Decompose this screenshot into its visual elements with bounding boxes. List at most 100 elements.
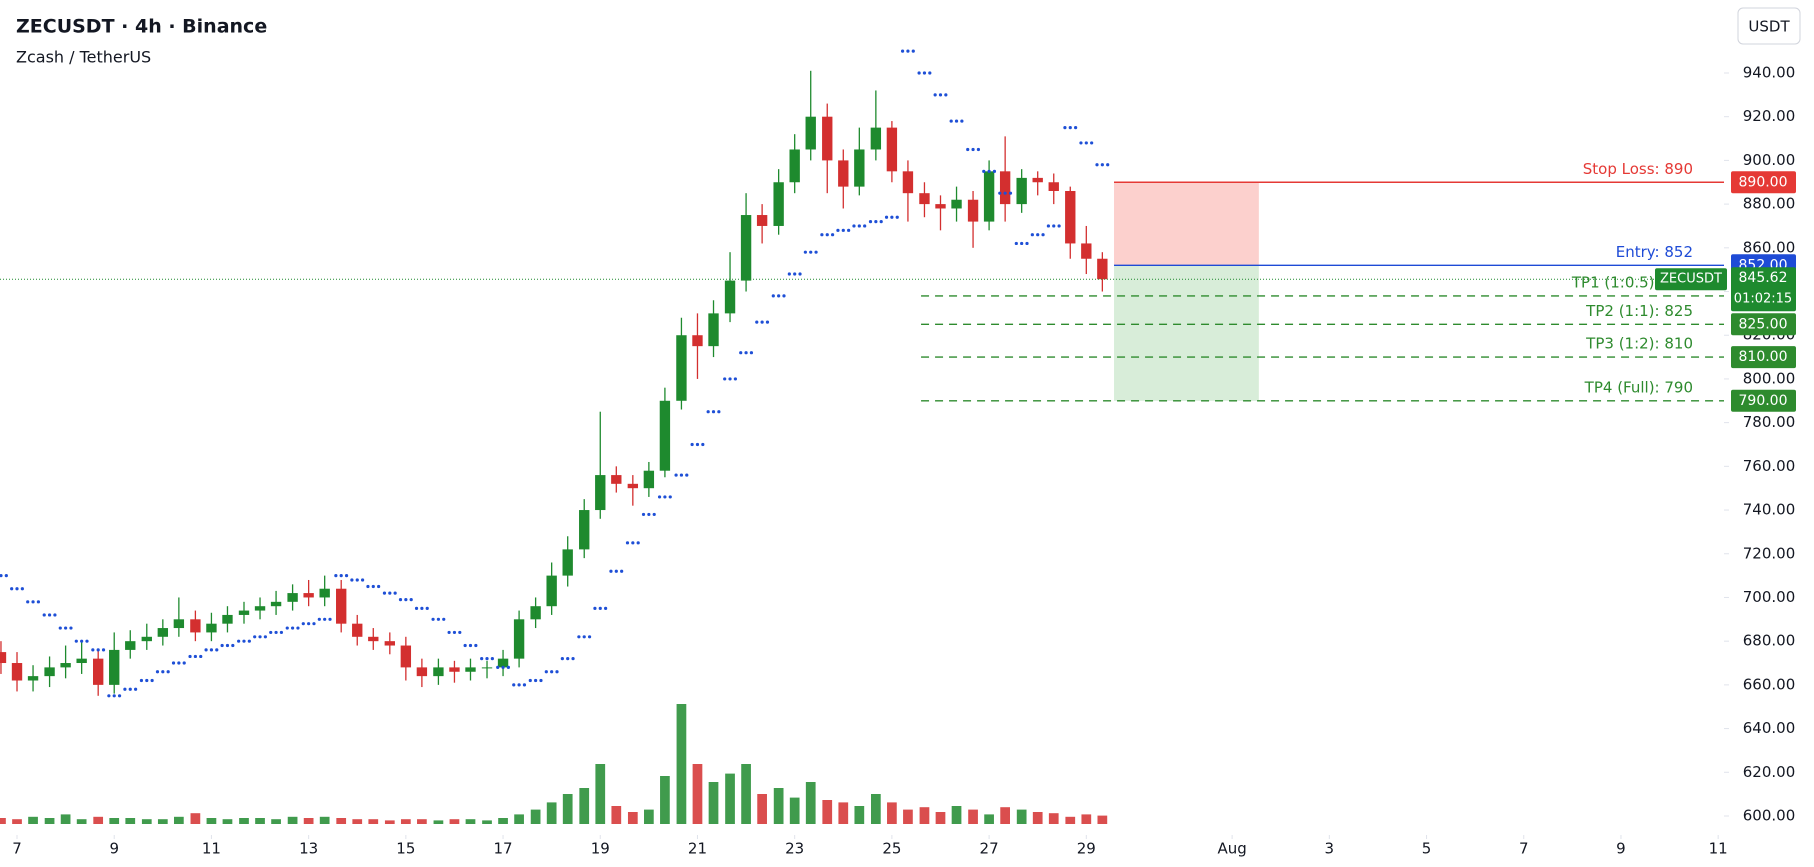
x-tick-label: 7 (12, 840, 22, 858)
sar-dot (620, 569, 624, 573)
sar-dot (771, 294, 775, 298)
sar-dot (739, 351, 743, 355)
volume-bar (1048, 813, 1059, 824)
sar-dot (723, 377, 727, 381)
sar-dot (852, 224, 856, 228)
candle-body (579, 510, 590, 550)
volume-bar (319, 816, 330, 824)
candle-body (190, 619, 201, 633)
volume-bar (157, 819, 168, 824)
volume-bar (660, 776, 670, 824)
currency-label[interactable]: USDT (1748, 18, 1790, 36)
sar-dot (841, 228, 845, 232)
y-tick-label: 940.00 (1743, 63, 1796, 81)
volume-bar (352, 819, 363, 824)
sar-dot (744, 351, 748, 355)
volume-bar (935, 812, 946, 824)
sar-dot (231, 643, 235, 648)
candle-body (854, 149, 865, 187)
sar-dot (480, 657, 484, 661)
x-tick-label: 13 (299, 840, 318, 858)
candle-body (433, 667, 444, 677)
sar-dot (539, 678, 543, 683)
sar-dot (339, 574, 343, 578)
sar-dot (182, 661, 186, 665)
sar-dot (344, 574, 349, 578)
price-tag (1731, 267, 1796, 312)
volume-bar (546, 802, 557, 824)
candle-body (643, 470, 655, 489)
sar-dot (1046, 224, 1050, 228)
sar-dot (145, 678, 149, 683)
sar-dot (836, 228, 840, 232)
sar-dot (528, 678, 532, 683)
sar-dot (1063, 126, 1067, 130)
sar-dot (793, 272, 797, 276)
sar-dot (177, 661, 181, 665)
sar-dot (64, 626, 68, 630)
candle-body (935, 204, 946, 209)
candle-body (692, 335, 703, 347)
symbol-tag (1655, 268, 1727, 291)
volume-bar (1097, 815, 1108, 824)
sar-dot (944, 93, 948, 97)
chart-title: ZECUSDT · 4h · Binance (16, 16, 267, 38)
target-zone (1114, 265, 1259, 401)
candle-body (1048, 182, 1059, 191)
sar-dot (733, 377, 737, 381)
volume-bar (222, 819, 233, 824)
symbol-tag-label: ZECUSDT (1660, 272, 1722, 287)
sar-dot (982, 169, 986, 173)
sar-dot (711, 410, 716, 414)
sar-dot (506, 665, 511, 669)
candle-body (999, 171, 1011, 205)
countdown-label: 01:02:15 (1734, 292, 1792, 307)
candle-body (11, 663, 23, 681)
x-tick-label: 19 (591, 840, 610, 858)
volume-bar (514, 814, 524, 824)
sar-dot (830, 233, 835, 237)
volume-bar (336, 818, 347, 824)
sar-dot (269, 630, 273, 635)
sar-dot (296, 626, 300, 630)
sar-dot (814, 250, 818, 254)
sar-dot (1090, 141, 1094, 145)
sar-dot (777, 294, 781, 298)
sar-dot (447, 630, 451, 635)
currency-button[interactable] (1737, 7, 1801, 45)
sar-dot (134, 687, 138, 691)
sar-dot (987, 169, 991, 173)
sar-dot (652, 512, 656, 517)
sar-dot (355, 578, 359, 582)
level-tag-label: 790.00 (1739, 393, 1788, 409)
sar-dot (1068, 126, 1072, 130)
volume-bar (482, 820, 492, 824)
sar-dot (188, 654, 192, 659)
sar-dot (555, 670, 559, 674)
volume-bar (287, 816, 298, 824)
sar-dot (334, 574, 338, 578)
level-tag (1731, 346, 1796, 369)
volume-bar (449, 819, 460, 824)
volume-bar (498, 818, 508, 824)
sar-dot (80, 639, 84, 643)
sar-dot (1025, 241, 1029, 246)
sar-dot (171, 661, 176, 665)
sar-dot (863, 224, 867, 228)
candle-body (109, 649, 120, 685)
y-tick-label: 620.00 (1743, 763, 1796, 781)
volume-bar (838, 802, 849, 824)
volume-bar (271, 819, 281, 824)
candle-body (1081, 243, 1092, 259)
sar-dot (895, 215, 899, 219)
candle-body (368, 636, 379, 642)
candle-body (303, 593, 314, 598)
y-tick-label: 920.00 (1743, 107, 1796, 125)
plot-area: 600.00 620.00 640.00 660.00 680.00 700.00 720.… (0, 49, 1796, 858)
sar-dot (468, 643, 473, 648)
volume-bar (968, 809, 978, 824)
sar-dot (15, 587, 19, 591)
y-tick-label: 880.00 (1743, 195, 1796, 213)
sar-dot (31, 600, 35, 604)
volume-bar (773, 788, 784, 824)
